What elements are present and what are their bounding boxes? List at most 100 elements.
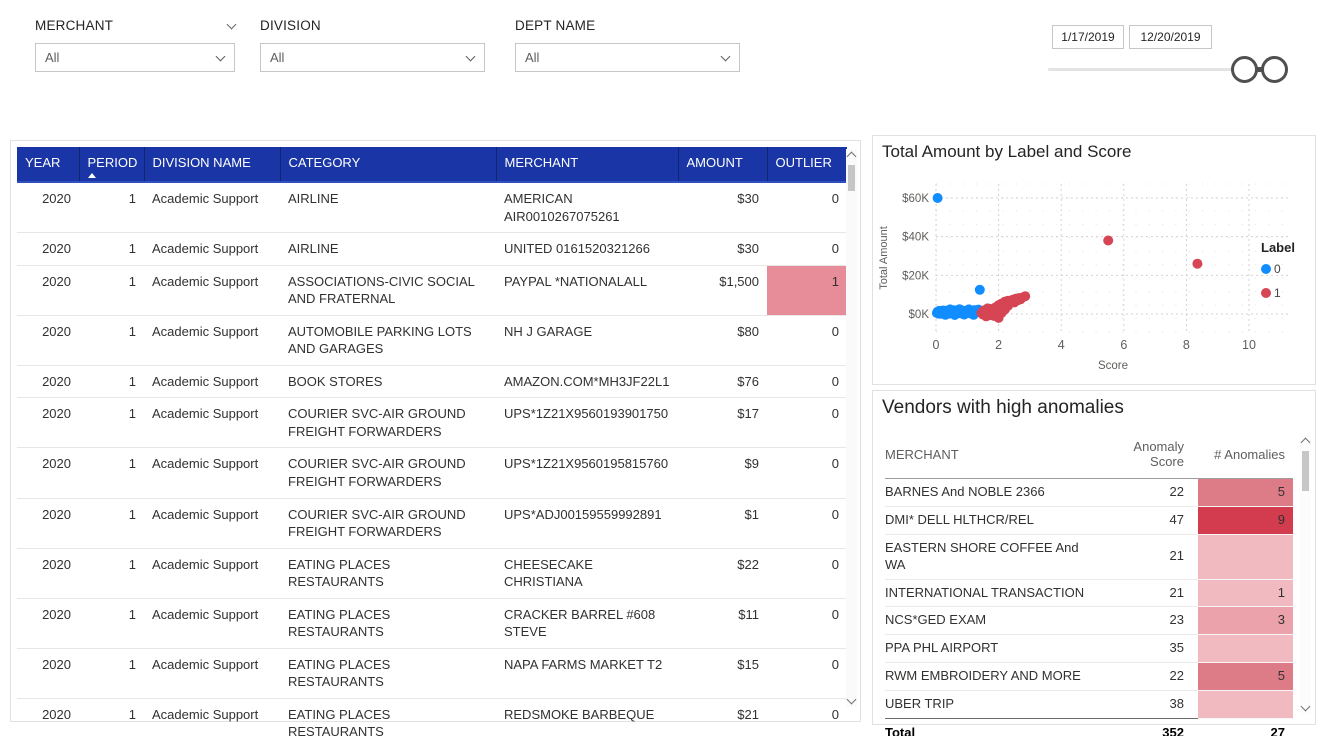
scatter-point-label-1[interactable]	[998, 306, 1008, 316]
vendor-anomaly-score: 21	[1100, 579, 1198, 607]
cell-amount: $11	[678, 598, 767, 648]
vendor-row[interactable]: NCS*GED EXAM233	[885, 607, 1293, 635]
cell-year: 2020	[17, 498, 79, 548]
vendor-anomaly-count	[1198, 691, 1293, 719]
vendor-row[interactable]: INTERNATIONAL TRANSACTION211	[885, 579, 1293, 607]
col-header-merchant[interactable]: MERCHANT	[496, 147, 678, 182]
cell-period: 1	[79, 698, 144, 736]
vendor-merchant: INTERNATIONAL TRANSACTION	[885, 579, 1100, 607]
date-range-slider-handle-start[interactable]	[1231, 56, 1258, 83]
table-row[interactable]: 20201Academic SupportEATING PLACES RESTA…	[17, 648, 847, 698]
cell-category: COURIER SVC-AIR GROUND FREIGHT FORWARDER…	[280, 498, 496, 548]
col-header-category[interactable]: CATEGORY	[280, 147, 496, 182]
scatter-point-label-1[interactable]	[989, 305, 999, 315]
vendor-row[interactable]: RWM EMBROIDERY AND MORE225	[885, 663, 1293, 691]
x-axis-title: Score	[1098, 360, 1128, 372]
cell-year: 2020	[17, 548, 79, 598]
vendors-col-header--anomalies[interactable]: # Anomalies	[1198, 435, 1293, 479]
scroll-down-icon[interactable]	[847, 695, 857, 705]
cell-merchant: CHEESECAKE CHRISTIANA	[496, 548, 678, 598]
legend-swatch-1[interactable]	[1261, 288, 1271, 298]
scroll-up-icon[interactable]	[1301, 438, 1311, 448]
end-date-input[interactable]: 12/20/2019	[1129, 25, 1212, 49]
col-header-period[interactable]: PERIOD	[79, 147, 144, 182]
scatter-point-label-1[interactable]	[1103, 236, 1113, 246]
vendor-row[interactable]: PPA PHL AIRPORT35	[885, 635, 1293, 663]
vendors-col-header-anomaly-score[interactable]: Anomaly Score	[1100, 435, 1198, 479]
vendor-anomaly-count: 3	[1198, 607, 1293, 635]
table-row[interactable]: 20201Academic SupportCOURIER SVC-AIR GRO…	[17, 498, 847, 548]
cell-merchant: NAPA FARMS MARKET T2	[496, 648, 678, 698]
cell-amount: $30	[678, 182, 767, 233]
cell-division: Academic Support	[144, 698, 280, 736]
table-row[interactable]: 20201Academic SupportBOOK STORESAMAZON.C…	[17, 365, 847, 398]
dept-name-dropdown[interactable]: All	[515, 43, 740, 72]
vendor-merchant: RWM EMBROIDERY AND MORE	[885, 663, 1100, 691]
table-row[interactable]: 20201Academic SupportEATING PLACES RESTA…	[17, 698, 847, 736]
vendor-merchant: EASTERN SHORE COFFEE And WA	[885, 534, 1100, 579]
transactions-table: YEARPERIODDIVISION NAMECATEGORYMERCHANTA…	[17, 147, 847, 736]
cell-merchant: CRACKER BARREL #608 STEVE	[496, 598, 678, 648]
legend-item-label[interactable]: 1	[1274, 286, 1281, 300]
chevron-down-icon	[721, 52, 731, 62]
cell-outlier: 0	[767, 182, 847, 233]
table-row[interactable]: 20201Academic SupportAUTOMOBILE PARKING …	[17, 315, 847, 365]
col-header-outlier[interactable]: OUTLIER	[767, 147, 847, 182]
vendor-anomaly-score: 35	[1100, 635, 1198, 663]
table-row[interactable]: 20201Academic SupportASSOCIATIONS-CIVIC …	[17, 265, 847, 315]
vendor-merchant: BARNES And NOBLE 2366	[885, 479, 1100, 507]
merchant-dropdown-value: All	[45, 50, 59, 65]
x-tick-label: 4	[1058, 338, 1065, 352]
date-range-slider-handle-end[interactable]	[1261, 56, 1288, 83]
scroll-up-icon[interactable]	[847, 152, 857, 162]
vendors-scrollbar[interactable]	[1300, 435, 1311, 714]
table-row[interactable]: 20201Academic SupportEATING PLACES RESTA…	[17, 598, 847, 648]
scatter-point-label-0[interactable]	[933, 193, 943, 203]
table-row[interactable]: 20201Academic SupportCOURIER SVC-AIR GRO…	[17, 398, 847, 448]
cell-period: 1	[79, 182, 144, 233]
cell-period: 1	[79, 648, 144, 698]
merchant-dropdown[interactable]: All	[35, 43, 235, 72]
scrollbar-thumb[interactable]	[1302, 451, 1309, 491]
start-date-input[interactable]: 1/17/2019	[1052, 25, 1124, 49]
chevron-down-icon[interactable]	[227, 19, 237, 29]
cell-amount: $22	[678, 548, 767, 598]
scatter-point-label-1[interactable]	[1192, 259, 1202, 269]
legend-swatch-0[interactable]	[1261, 264, 1271, 274]
scatter-point-label-0[interactable]	[945, 304, 955, 314]
cell-amount: $30	[678, 233, 767, 266]
scatter-point-label-1[interactable]	[1020, 291, 1030, 301]
vendors-col-header-merchant[interactable]: MERCHANT	[885, 435, 1100, 479]
legend-item-label[interactable]: 0	[1274, 262, 1281, 276]
vendors-title: Vendors with high anomalies	[882, 397, 1124, 419]
cell-category: AIRLINE	[280, 182, 496, 233]
vendor-merchant: NCS*GED EXAM	[885, 607, 1100, 635]
x-tick-label: 10	[1242, 338, 1256, 352]
cell-period: 1	[79, 398, 144, 448]
col-header-division-name[interactable]: DIVISION NAME	[144, 147, 280, 182]
col-header-year[interactable]: YEAR	[17, 147, 79, 182]
table-row[interactable]: 20201Academic SupportAIRLINEAMERICAN AIR…	[17, 182, 847, 233]
scatter-point-label-0[interactable]	[955, 304, 965, 314]
vendor-row[interactable]: UBER TRIP38	[885, 691, 1293, 719]
scatter-point-label-0[interactable]	[975, 285, 985, 295]
scatter-point-label-0[interactable]	[964, 304, 974, 314]
vendor-row[interactable]: EASTERN SHORE COFFEE And WA21	[885, 534, 1293, 579]
table-row[interactable]: 20201Academic SupportCOURIER SVC-AIR GRO…	[17, 448, 847, 498]
table-scrollbar[interactable]	[846, 149, 857, 707]
col-header-amount[interactable]: AMOUNT	[678, 147, 767, 182]
scrollbar-thumb[interactable]	[848, 165, 855, 191]
vendors-panel: Vendors with high anomalies MERCHANTAnom…	[872, 390, 1316, 725]
cell-period: 1	[79, 548, 144, 598]
vendor-anomaly-score: 38	[1100, 691, 1198, 719]
division-dropdown[interactable]: All	[260, 43, 485, 72]
vendor-anomaly-count: 5	[1198, 663, 1293, 691]
vendor-row[interactable]: BARNES And NOBLE 2366225	[885, 479, 1293, 507]
sort-ascending-icon	[88, 173, 96, 178]
vendors-table: MERCHANTAnomaly Score# AnomaliesBARNES A…	[885, 435, 1293, 736]
scroll-down-icon[interactable]	[1301, 702, 1311, 712]
sort-spacer	[505, 170, 670, 178]
table-row[interactable]: 20201Academic SupportEATING PLACES RESTA…	[17, 548, 847, 598]
table-row[interactable]: 20201Academic SupportAIRLINEUNITED 01615…	[17, 233, 847, 266]
vendor-row[interactable]: DMI* DELL HLTHCR/REL479	[885, 506, 1293, 534]
